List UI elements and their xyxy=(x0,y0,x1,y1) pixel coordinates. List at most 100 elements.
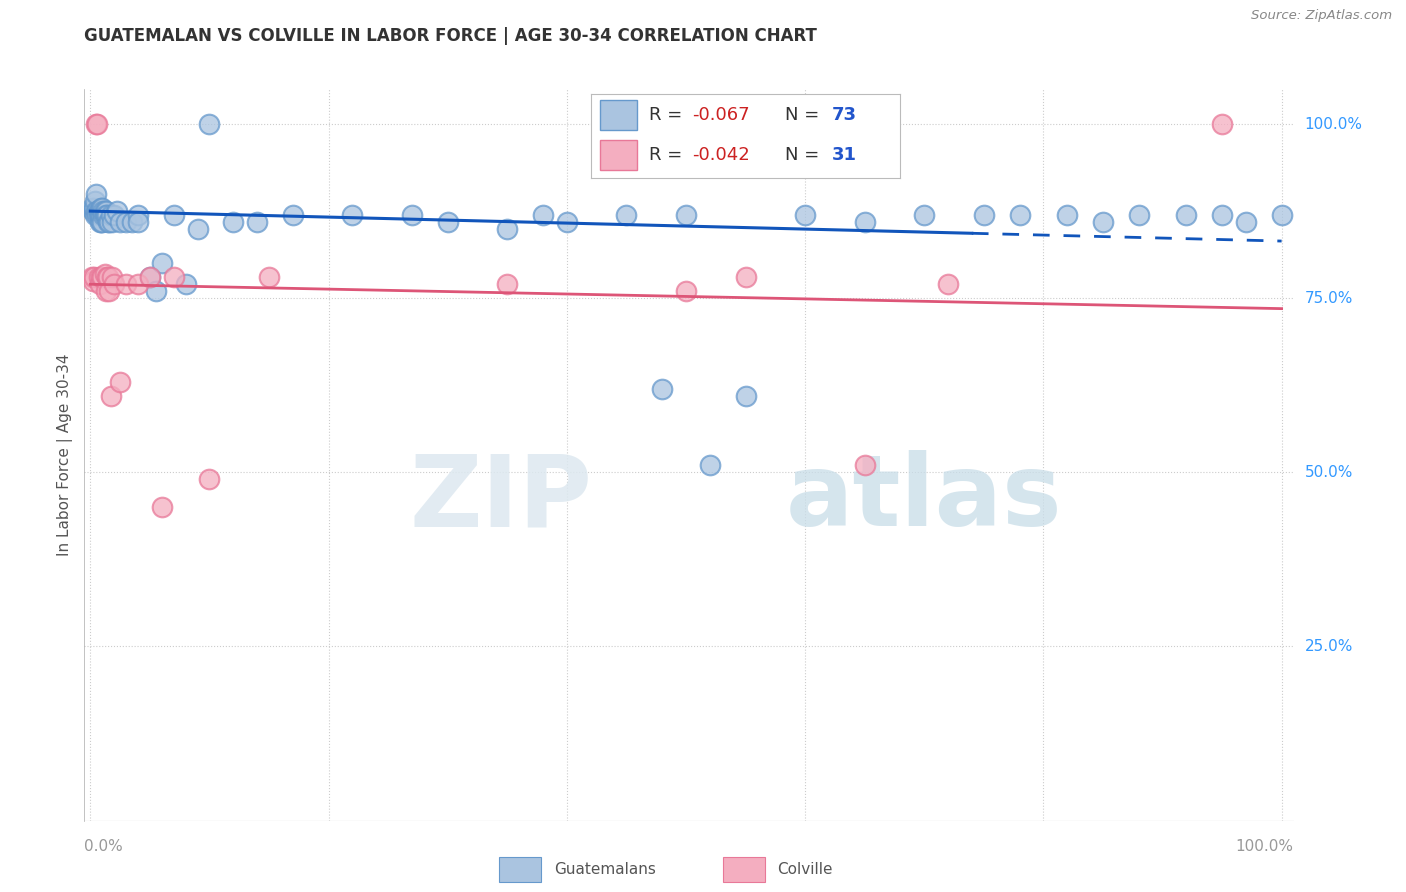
Point xyxy=(139,270,162,285)
Point xyxy=(80,201,103,215)
Point xyxy=(794,208,817,222)
Point xyxy=(84,208,107,222)
Point xyxy=(93,208,115,222)
Point xyxy=(80,270,103,285)
Point xyxy=(93,204,115,219)
Point xyxy=(222,214,245,228)
Point xyxy=(98,284,121,298)
Point xyxy=(1271,208,1294,222)
Point xyxy=(105,204,128,219)
Point xyxy=(163,208,186,222)
Point xyxy=(83,270,105,285)
Point xyxy=(651,382,673,396)
Point xyxy=(1128,208,1150,222)
Point xyxy=(1211,208,1233,222)
Point xyxy=(100,208,122,222)
Point xyxy=(1056,208,1078,222)
Text: -0.042: -0.042 xyxy=(693,146,751,164)
Text: Source: ZipAtlas.com: Source: ZipAtlas.com xyxy=(1251,9,1392,22)
Point xyxy=(86,208,108,222)
Point xyxy=(86,117,108,131)
Text: 100.0%: 100.0% xyxy=(1236,838,1294,854)
Bar xyxy=(723,857,765,882)
Point xyxy=(734,270,756,285)
Point xyxy=(342,208,364,222)
Point xyxy=(401,208,423,222)
Point xyxy=(1008,208,1031,222)
Point xyxy=(936,277,959,292)
Point xyxy=(89,204,111,219)
Point xyxy=(186,221,208,235)
Point xyxy=(83,204,105,219)
Point xyxy=(94,284,117,298)
Text: atlas: atlas xyxy=(786,450,1063,548)
Point xyxy=(82,274,104,288)
Point xyxy=(145,284,167,298)
Point xyxy=(100,270,122,285)
Point xyxy=(1211,117,1233,131)
Point xyxy=(127,208,149,222)
Point xyxy=(96,208,118,222)
Point xyxy=(139,270,162,285)
Point xyxy=(90,270,112,285)
Point xyxy=(94,208,117,222)
Point xyxy=(616,208,638,222)
Point xyxy=(246,214,269,228)
Point xyxy=(82,204,104,219)
Point xyxy=(734,389,756,403)
Point xyxy=(436,214,458,228)
Point xyxy=(150,500,173,515)
Point xyxy=(90,208,112,222)
Point xyxy=(94,204,117,219)
Point xyxy=(100,214,122,228)
Y-axis label: In Labor Force | Age 30-34: In Labor Force | Age 30-34 xyxy=(58,353,73,557)
Point xyxy=(98,214,121,228)
Point xyxy=(115,214,138,228)
Point xyxy=(198,117,221,131)
Text: 100.0%: 100.0% xyxy=(1305,117,1362,131)
Point xyxy=(90,214,112,228)
Point xyxy=(281,208,304,222)
Point xyxy=(198,472,221,486)
Point xyxy=(91,204,114,219)
Point xyxy=(121,214,143,228)
Text: 31: 31 xyxy=(832,146,856,164)
Text: R =: R = xyxy=(650,106,689,124)
Point xyxy=(257,270,280,285)
Point xyxy=(174,277,197,292)
Point xyxy=(1234,214,1257,228)
Point xyxy=(127,277,149,292)
Point xyxy=(699,458,721,473)
Point xyxy=(100,389,122,403)
Text: 75.0%: 75.0% xyxy=(1305,291,1353,306)
Point xyxy=(90,201,112,215)
Point xyxy=(853,458,876,473)
Point xyxy=(973,208,995,222)
Point xyxy=(150,256,173,270)
Point xyxy=(108,214,131,228)
Text: 0.0%: 0.0% xyxy=(84,838,124,854)
Point xyxy=(96,270,118,285)
Point xyxy=(84,194,107,208)
Text: N =: N = xyxy=(786,146,825,164)
Point xyxy=(853,214,876,228)
Bar xyxy=(600,140,637,169)
Text: 73: 73 xyxy=(832,106,856,124)
Point xyxy=(93,208,115,222)
Point xyxy=(115,277,138,292)
Point xyxy=(97,270,120,285)
Point xyxy=(1175,208,1198,222)
Point xyxy=(87,208,110,222)
Point xyxy=(91,201,114,215)
Point xyxy=(89,214,111,228)
Point xyxy=(127,214,149,228)
Point xyxy=(108,375,131,389)
Text: 25.0%: 25.0% xyxy=(1305,639,1353,654)
Point xyxy=(83,201,105,215)
Point xyxy=(87,270,110,285)
Bar xyxy=(499,857,541,882)
Point xyxy=(675,284,697,298)
Bar xyxy=(600,101,637,130)
Point xyxy=(555,214,578,228)
Point xyxy=(163,270,186,285)
